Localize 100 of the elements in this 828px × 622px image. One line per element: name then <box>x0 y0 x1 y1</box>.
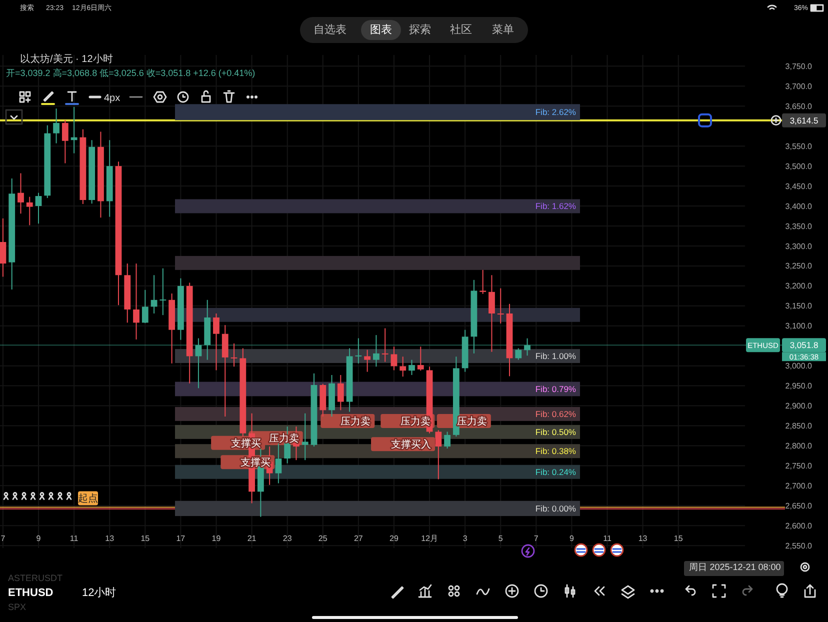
x-tick-label: 7 <box>534 534 539 543</box>
annotation: 压力卖 <box>400 415 431 428</box>
text: 探索 <box>409 23 431 36</box>
candlestick <box>373 334 380 368</box>
y-tick-label: 3,450.0 <box>785 182 813 191</box>
candlestick <box>62 120 68 164</box>
band-label: Fib: 1.00% <box>535 351 576 362</box>
candlestick <box>213 312 220 371</box>
candlestick <box>150 274 158 314</box>
candlestick <box>444 431 450 450</box>
y-tick-label: 3,750.0 <box>785 62 813 71</box>
y-tick-label: 3,350.0 <box>785 222 813 231</box>
candlestick <box>230 342 238 368</box>
chart-title: 以太坊/美元 · 12小时 <box>20 53 113 65</box>
y-tick-label: 2,700.0 <box>785 481 813 490</box>
y-tick-label: 2,800.0 <box>785 442 813 451</box>
text: ETHUSD <box>8 587 54 599</box>
x-tick-label: 13 <box>105 534 115 543</box>
x-tick-label: 25 <box>318 534 328 543</box>
y-tick-label: 3,400.0 <box>785 202 813 211</box>
candlestick <box>222 324 228 418</box>
ref-line-label: 3,051.8 <box>790 340 818 350</box>
band-label: Fib: 0.50% <box>535 426 576 437</box>
y-tick-label: 3,200.0 <box>785 282 813 291</box>
annotation: 压力卖 <box>340 415 371 428</box>
candlestick <box>417 346 424 372</box>
y-tick-label: 3,550.0 <box>785 142 813 151</box>
annotation: 开=3,039.2 高=3,068.8 低=3,025.6 收=3,051.8 +12.6 (+0.41%) <box>6 68 256 78</box>
band-label: Fib: 0.24% <box>535 466 576 477</box>
candlestick <box>382 328 388 362</box>
candlestick <box>26 196 33 226</box>
band-label: Fib: 0.79% <box>535 384 576 394</box>
y-tick-label: 2,900.0 <box>785 402 813 411</box>
x-tick-label: 13 <box>638 534 648 543</box>
candlestick <box>488 274 495 352</box>
y-tick-label: 2,550.0 <box>785 541 813 550</box>
candlestick <box>133 263 140 340</box>
y-tick-label: 3,100.0 <box>785 322 813 331</box>
candlestick <box>408 359 415 376</box>
x-tick-label: 3 <box>462 534 468 543</box>
ref-line-label: 3,614.5 <box>790 115 818 126</box>
x-tick-label: 23 <box>282 534 292 543</box>
candlestick <box>480 269 486 294</box>
candlestick <box>400 356 406 378</box>
y-tick-label: 2,750.0 <box>785 462 813 470</box>
candlestick <box>275 442 282 484</box>
candlestick <box>337 374 344 411</box>
y-tick-label: 3,500.0 <box>785 162 813 171</box>
candlestick <box>160 268 166 316</box>
y-tick-label: 2,950.0 <box>785 382 813 391</box>
candlestick <box>0 218 6 278</box>
candlestick <box>302 412 308 461</box>
band-label: Fib: 0.38% <box>535 446 576 456</box>
text: 社区 <box>450 23 472 36</box>
x-tick-label: 9 <box>36 534 42 543</box>
band-label: Fib: 0.62% <box>535 408 576 419</box>
y-tick-label: 2,600.0 <box>785 521 813 530</box>
text: 图表 <box>370 23 392 36</box>
text: SPX <box>8 602 26 612</box>
x-tick-label: 11 <box>603 534 612 543</box>
band-label: Fib: 2.62% <box>535 107 576 118</box>
text: 自选表 <box>314 23 346 36</box>
x-tick-label: 27 <box>354 534 364 543</box>
annotation: 支撑买入 <box>391 438 432 451</box>
y-tick-label: 2,650.0 <box>785 501 813 510</box>
x-tick-label: 29 <box>390 534 399 543</box>
band-label: Fib: 0.00% <box>535 503 576 514</box>
x-tick-label: 21 <box>247 534 257 543</box>
text: 12小时 <box>82 586 116 599</box>
x-tick-label: 9 <box>569 534 574 543</box>
text: 周日 2025-12-21 08:00 <box>689 562 781 572</box>
y-tick-label: 3,250.0 <box>785 262 813 271</box>
candlestick <box>390 346 398 371</box>
x-tick-label: 15 <box>140 534 150 543</box>
y-tick-label: 3,150.0 <box>785 302 813 311</box>
candlestick <box>35 192 42 224</box>
x-tick-label: 17 <box>176 534 186 543</box>
x-tick-label: 12月 <box>421 534 438 543</box>
candlestick <box>18 172 24 214</box>
candlestick <box>364 349 371 372</box>
y-tick-label: 3,650.0 <box>785 102 813 111</box>
x-tick-label: 15 <box>674 534 684 543</box>
y-tick-label: 3,300.0 <box>785 242 813 251</box>
y-tick-label: 2,850.0 <box>785 422 813 431</box>
candlestick <box>515 348 522 360</box>
text: ASTERUSDT <box>8 573 64 583</box>
candlestick <box>142 289 148 324</box>
annotation: 支撑买 <box>231 437 262 450</box>
candlestick <box>524 338 530 356</box>
y-tick-label: 3,700.0 <box>785 82 813 91</box>
text: 菜单 <box>492 23 514 36</box>
x-tick-label: 19 <box>212 534 222 543</box>
candlestick <box>355 338 362 364</box>
x-tick-label: 7 <box>0 534 6 543</box>
candlestick <box>195 338 202 389</box>
annotation: 4px <box>104 93 120 104</box>
candlestick <box>435 430 442 480</box>
x-tick-label: 11 <box>70 534 79 543</box>
candlestick <box>497 288 504 324</box>
annotation: 起点 <box>78 492 98 505</box>
